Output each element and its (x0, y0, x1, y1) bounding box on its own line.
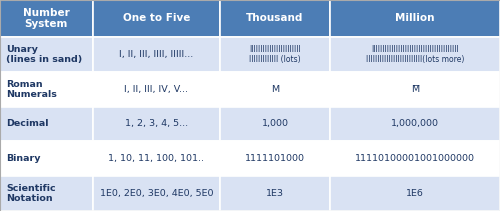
Text: Thousand: Thousand (246, 14, 304, 23)
Bar (220, 107, 330, 141)
Bar (0, 37, 92, 72)
Text: Decimal: Decimal (6, 119, 48, 128)
Bar (330, 107, 500, 141)
Text: 1, 2, 3, 4, 5...: 1, 2, 3, 4, 5... (124, 119, 188, 128)
Text: Million: Million (396, 14, 435, 23)
Bar (220, 141, 330, 176)
Bar (92, 141, 220, 176)
Text: Scientific
Notation: Scientific Notation (6, 184, 56, 203)
Text: Roman
Numerals: Roman Numerals (6, 80, 57, 99)
Text: 1,000,000: 1,000,000 (391, 119, 439, 128)
Text: 11110100001001000000: 11110100001001000000 (355, 154, 475, 163)
Text: Unary
(lines in sand): Unary (lines in sand) (6, 45, 82, 64)
Text: 1111101000: 1111101000 (245, 154, 305, 163)
Bar (0, 107, 92, 141)
Text: 1E0, 2E0, 3E0, 4E0, 5E0: 1E0, 2E0, 3E0, 4E0, 5E0 (100, 189, 213, 198)
Bar (0, 72, 92, 107)
Bar (92, 107, 220, 141)
Bar (330, 0, 500, 37)
Text: I, II, III, IV, V...: I, II, III, IV, V... (124, 85, 188, 94)
Bar (0, 0, 92, 37)
Text: M: M (271, 85, 279, 94)
Bar (0, 176, 92, 211)
Text: IIIIIIIIIIIIIIIIIIIIIIIIIIIIIIIIIIIIIII
IIIIIIIIIIIIIIIIIIIIIIIII(lots more): IIIIIIIIIIIIIIIIIIIIIIIIIIIIIIIIIIIIIII … (366, 45, 464, 64)
Bar (220, 72, 330, 107)
Text: I, II, III, IIII, IIIII...: I, II, III, IIII, IIIII... (119, 50, 194, 59)
Text: 1, 10, 11, 100, 101..: 1, 10, 11, 100, 101.. (108, 154, 204, 163)
Bar (92, 37, 220, 72)
Bar (92, 72, 220, 107)
Bar (330, 72, 500, 107)
Bar (330, 141, 500, 176)
Text: Binary: Binary (6, 154, 40, 163)
Text: IIIIIIIIIIIIIIIIIIIIIII
IIIIIIIIIIIII (lots): IIIIIIIIIIIIIIIIIIIIIII IIIIIIIIIIIII (l… (249, 45, 301, 64)
Text: 1E3: 1E3 (266, 189, 284, 198)
Text: One to Five: One to Five (122, 14, 190, 23)
Text: Number
System: Number System (23, 8, 70, 29)
Bar (330, 176, 500, 211)
Text: M̅: M̅ (411, 85, 419, 94)
Bar (220, 176, 330, 211)
Bar (330, 37, 500, 72)
Bar (92, 176, 220, 211)
Bar (92, 0, 220, 37)
Text: 1E6: 1E6 (406, 189, 424, 198)
Text: 1,000: 1,000 (262, 119, 288, 128)
Bar (0, 141, 92, 176)
Bar (220, 37, 330, 72)
Bar (220, 0, 330, 37)
